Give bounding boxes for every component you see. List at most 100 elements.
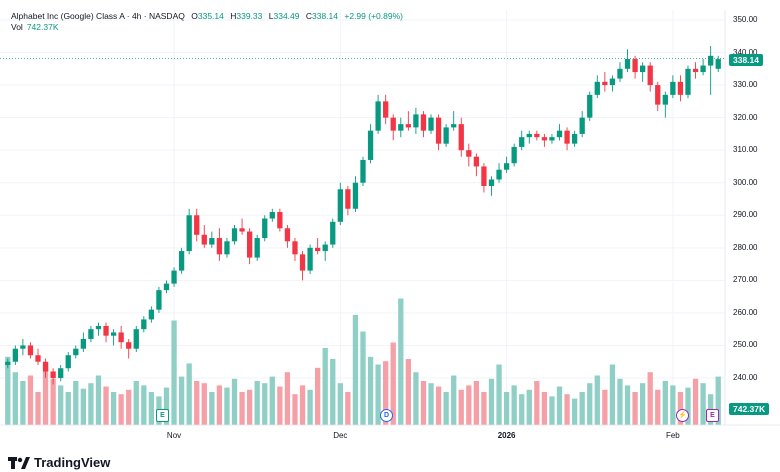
candle-body xyxy=(541,137,548,141)
volume-bar xyxy=(541,392,548,425)
candle-body xyxy=(194,215,200,235)
candle-body xyxy=(178,251,185,271)
earnings-marker[interactable]: E xyxy=(156,409,169,422)
volume-bar xyxy=(420,381,427,425)
price-tick-label: 330.00 xyxy=(733,80,758,90)
candle-body xyxy=(443,127,449,144)
volume-bar xyxy=(488,378,495,425)
volume-bar xyxy=(307,389,313,425)
candle-body xyxy=(148,309,155,320)
volume-bar xyxy=(519,394,525,425)
candle-body xyxy=(715,59,721,69)
volume-bar xyxy=(405,359,411,425)
volume-bar xyxy=(224,387,230,425)
volume-bar xyxy=(352,315,359,425)
candle-body xyxy=(549,137,555,141)
volume-bar xyxy=(201,383,207,425)
candle-body xyxy=(534,133,540,138)
candle-body xyxy=(375,101,381,131)
volume-bar xyxy=(12,372,18,425)
candle-body xyxy=(345,189,351,209)
brand-name: TradingView xyxy=(34,455,111,470)
candle-body xyxy=(27,345,34,356)
volume-bar xyxy=(80,388,87,425)
volume-bar xyxy=(435,386,442,425)
candle-body xyxy=(50,371,56,378)
volume-bar xyxy=(624,385,631,425)
volume-bar xyxy=(549,396,555,425)
volume-bar xyxy=(534,381,540,425)
candle-body xyxy=(337,189,343,222)
volume-bar xyxy=(171,320,177,425)
volume-bar xyxy=(262,383,268,425)
candle-body xyxy=(579,117,585,134)
candle-body xyxy=(322,244,328,252)
candle-body xyxy=(700,65,706,73)
volume-bar xyxy=(692,378,699,425)
volume-bar xyxy=(178,376,185,425)
volume-bar xyxy=(322,348,328,425)
price-tick-label: 340.00 xyxy=(733,47,758,57)
candle-body xyxy=(239,228,245,232)
volume-bar xyxy=(466,385,472,425)
candle-body xyxy=(526,133,532,138)
high-label: H xyxy=(230,11,237,21)
lightning-icon[interactable]: ⚡ xyxy=(676,409,689,422)
price-tick-label: 240.00 xyxy=(733,373,758,382)
volume-bar xyxy=(65,392,71,425)
volume-bar xyxy=(231,378,238,425)
price-tick-label: 310.00 xyxy=(733,145,758,155)
candle-body xyxy=(330,221,336,245)
earnings-upcoming-marker[interactable]: E xyxy=(706,409,719,422)
candle-body xyxy=(511,146,517,164)
candle-body xyxy=(88,329,94,339)
candle-body xyxy=(383,101,389,118)
candle-body xyxy=(708,55,714,66)
tradingview-brand[interactable]: TradingView xyxy=(8,455,110,470)
candle-body xyxy=(458,124,464,151)
candle-body xyxy=(201,234,207,245)
volume-bars xyxy=(5,298,721,425)
candle-body xyxy=(58,368,64,378)
candle-body xyxy=(587,94,593,118)
candle-body xyxy=(224,241,230,255)
dividend-marker[interactable]: D xyxy=(380,409,393,422)
volume-bar xyxy=(677,392,684,425)
time-tick-label: 2026 xyxy=(497,431,516,440)
volume-bar xyxy=(685,387,691,425)
high-value: 339.33 xyxy=(236,11,263,21)
volume-bar xyxy=(458,389,464,425)
candle-body xyxy=(420,114,427,131)
volume-bar xyxy=(95,375,102,425)
candle-body xyxy=(360,159,366,183)
symbol-title: Alphabet Inc (Google) Class A · 4h · NAS… xyxy=(11,11,185,21)
volume-bar xyxy=(413,372,419,425)
candle-body xyxy=(655,85,661,105)
candle-body xyxy=(73,348,79,356)
volume-tag: 742.37K xyxy=(729,403,770,415)
candle-body xyxy=(451,124,457,128)
volume-bar xyxy=(58,385,64,425)
candle-body xyxy=(405,124,411,128)
candle-body xyxy=(284,228,291,242)
candle-body xyxy=(110,332,117,336)
volume-bar xyxy=(579,392,585,425)
candle-body xyxy=(571,133,578,144)
candle-body xyxy=(352,182,359,209)
change-value: +2.99 (+0.89%) xyxy=(344,11,403,21)
volume-bar xyxy=(330,359,336,425)
volume-bar xyxy=(246,389,253,425)
candle-body xyxy=(692,68,699,73)
candle-body xyxy=(594,81,600,95)
candle-body xyxy=(488,179,495,186)
candle-body xyxy=(65,355,71,369)
volume-bar xyxy=(398,298,404,425)
volume-bar xyxy=(209,392,215,425)
candle-body xyxy=(5,361,11,365)
volume-bar xyxy=(42,364,49,425)
candle-body xyxy=(133,329,139,349)
open-label: O xyxy=(191,11,198,21)
candle-body xyxy=(246,231,253,258)
volume-bar xyxy=(103,386,109,425)
